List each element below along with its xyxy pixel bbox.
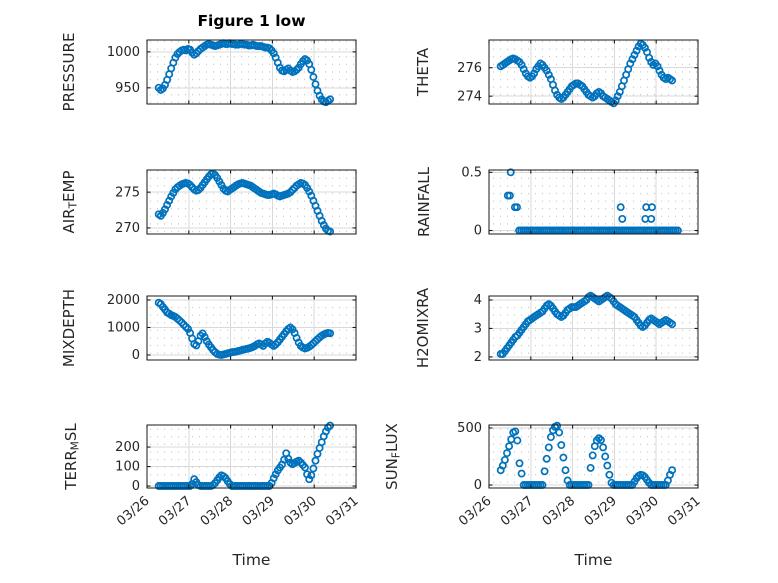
major-grid: [489, 425, 698, 488]
y-tick-label: 4: [474, 293, 482, 308]
x-tick-label: 03/31: [323, 494, 361, 530]
axes-box: [146, 39, 357, 105]
tick-marks: [146, 296, 357, 360]
y-tick-label: 3: [474, 322, 482, 337]
x-tick-label: 03/29: [240, 494, 278, 530]
sun_flux-data-points: [496, 421, 677, 489]
axes-box: [488, 39, 699, 105]
tick-marks: [146, 425, 357, 488]
y-tick-label: 0.5: [461, 166, 482, 181]
ylabel-sun_flux: SUNFLUX: [383, 423, 403, 490]
minor-grid: [489, 170, 698, 234]
x-tick-label: 03/28: [198, 494, 236, 530]
x-tick-label: 03/26: [114, 494, 152, 530]
y-tick-label: 2000: [107, 293, 140, 308]
subplot-h2omixra: 2 3 4 H2OMIXRA: [414, 287, 699, 368]
ylabel-mixdepth: MIXDEPTH: [60, 289, 78, 367]
tick-marks: [146, 40, 357, 104]
subplot-mixdepth: 0 1000 2000 MIXDEPTH: [60, 289, 357, 367]
tick-marks: [146, 170, 357, 234]
y-tick-label: 0: [132, 348, 140, 363]
axes-box: [488, 424, 699, 489]
y-tick-label: 0: [474, 224, 482, 239]
ylabel-h2omixra: H2OMIXRA: [414, 287, 432, 368]
air_temp-data-points: [154, 169, 335, 236]
pressure-data-points: [154, 39, 335, 107]
y-tick-label: 2: [474, 350, 482, 365]
subplot-rainfall: 0 0.5 RAINFALL: [415, 166, 699, 239]
ylabel-air_temp: AIRTEMP: [60, 171, 80, 234]
y-tick-label: 276: [457, 61, 482, 76]
y-tick-label: 100: [115, 460, 140, 475]
x-tick-label: 03/26: [456, 494, 494, 530]
xlabel-time-left: Time: [232, 551, 271, 569]
y-tick-label: 0: [132, 479, 140, 494]
tick-marks: [488, 170, 699, 234]
xlabel-time-right: Time: [574, 551, 613, 569]
x-tick-label: 03/28: [540, 494, 578, 530]
axes-box: [146, 169, 357, 235]
ylabel-pressure: PRESSURE: [60, 33, 78, 112]
subplot-air_temp: 270 275 AIRTEMP: [60, 169, 357, 236]
tick-marks: [488, 425, 699, 488]
subplot-pressure: 950 1000 PRESSURE: [60, 33, 357, 112]
x-tick-label: 03/30: [623, 494, 661, 530]
axes-box: [488, 169, 699, 235]
minor-grid: [489, 425, 698, 488]
subplot-theta: 274 276 THETA: [414, 39, 699, 108]
y-tick-label: 1000: [107, 321, 140, 336]
ylabel-terr_msl: TERRMSL: [62, 423, 82, 491]
minor-grid: [147, 170, 356, 234]
x-tick-label: 03/29: [582, 494, 620, 530]
ylabel-theta: THETA: [414, 47, 432, 97]
y-tick-label: 950: [115, 81, 140, 96]
axes-box: [146, 424, 357, 489]
y-tick-label: 0: [474, 478, 482, 493]
subplot-sun_flux: 0 500 SUNFLUX 03/26 03/27 03/28 03/29 03/30 03/3…: [383, 421, 704, 529]
mixdepth-data-points: [154, 298, 335, 359]
x-tick-label: 03/27: [498, 494, 536, 530]
tick-marks: [488, 296, 699, 360]
ylabel-rainfall: RAINFALL: [415, 166, 433, 237]
y-tick-label: 500: [457, 421, 482, 436]
h2omixra-data-points: [496, 291, 677, 358]
x-tick-label: 03/27: [156, 494, 194, 530]
x-tick-label: 03/31: [665, 494, 703, 530]
y-tick-label: 274: [457, 89, 482, 104]
figure-title: Figure 1 low: [197, 12, 306, 30]
tick-marks: [488, 40, 699, 104]
y-tick-label: 1000: [107, 45, 140, 60]
subplot-terr_msl: 0 100 200 TERRMSL 03/26 03/27 03/28 03/29 03/30 0…: [62, 421, 362, 530]
theta-data-points: [496, 39, 677, 108]
y-tick-label: 200: [115, 440, 140, 455]
x-tick-label: 03/30: [281, 494, 319, 530]
y-tick-label: 275: [115, 185, 140, 200]
y-tick-label: 270: [115, 221, 140, 236]
